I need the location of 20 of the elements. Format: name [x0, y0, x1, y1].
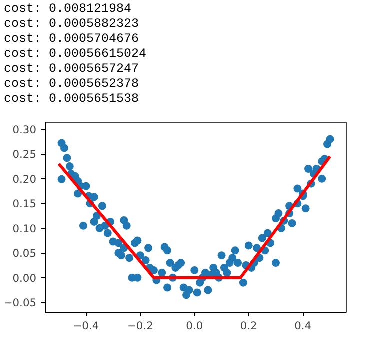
y-tick-label: 0.10 — [12, 222, 37, 236]
text: cost: 0.00056615024 — [4, 47, 147, 61]
y-tick-label: 0.00 — [12, 272, 37, 285]
y-tick-label: 0.05 — [12, 247, 37, 260]
x-tick-label: −0.4 — [73, 320, 100, 332]
x-tick-label: 0.0 — [186, 320, 204, 332]
text: cost: 0.0005882323 — [4, 17, 140, 31]
y-tick-label: −0.05 — [4, 296, 36, 310]
text: cost: 0.0005652378 — [4, 77, 140, 91]
y-tick-label: 0.30 — [12, 123, 37, 136]
x-tick-label: 0.2 — [240, 320, 258, 332]
x-tick-label: 0.4 — [294, 320, 312, 332]
y-tick-label: 0.15 — [12, 198, 37, 211]
x-tick-label: −0.2 — [127, 320, 154, 332]
y-tick-label: 0.20 — [12, 172, 37, 186]
text: cost: 0.0005704676 — [4, 32, 140, 46]
y-tick-label: 0.25 — [12, 148, 37, 162]
text: cost: 0.008121984 — [4, 2, 132, 16]
text: cost: 0.0005651538 — [4, 92, 140, 106]
text: cost: 0.0005657247 — [4, 62, 140, 76]
